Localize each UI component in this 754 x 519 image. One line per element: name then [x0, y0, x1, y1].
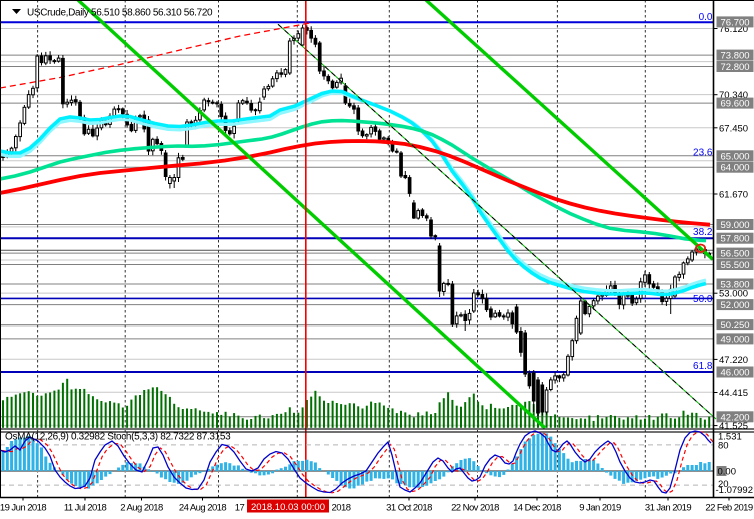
svg-text:41.525: 41.525 [719, 421, 748, 432]
svg-text:2018: 2018 [332, 503, 351, 514]
svg-text:80: 80 [718, 441, 729, 452]
svg-text:72.800: 72.800 [721, 62, 750, 73]
svg-text:2 Aug 2018: 2 Aug 2018 [120, 503, 163, 514]
svg-text:-1.07992: -1.07992 [716, 485, 754, 496]
svg-text:76.700: 76.700 [721, 17, 750, 28]
svg-text:USCrude,Daily 56.510 58.860 5: USCrude,Daily 56.510 58.860 56.310 56.72… [27, 8, 213, 19]
svg-text:59.000: 59.000 [721, 220, 750, 231]
svg-text:22 Feb 2019: 22 Feb 2019 [705, 503, 753, 514]
svg-text:1.531: 1.531 [718, 432, 742, 443]
svg-text:9 Jan 2019: 9 Jan 2019 [579, 503, 621, 514]
svg-text:73.800: 73.800 [721, 51, 750, 62]
svg-text:50.0: 50.0 [693, 294, 713, 305]
svg-text:50.250: 50.250 [721, 320, 750, 331]
svg-text:55.500: 55.500 [721, 260, 750, 271]
svg-text:65.000: 65.000 [721, 151, 750, 162]
svg-text:20: 20 [718, 479, 729, 490]
svg-text:56.500: 56.500 [721, 249, 750, 260]
svg-text:53.000: 53.000 [719, 289, 748, 300]
svg-text:24 Aug 2018: 24 Aug 2018 [179, 503, 227, 514]
svg-text:52.000: 52.000 [721, 300, 750, 311]
svg-text:31 Jan 2019: 31 Jan 2019 [645, 503, 692, 514]
svg-text:42.200: 42.200 [721, 412, 750, 423]
svg-text:76.120: 76.120 [719, 24, 748, 35]
svg-text:38.2: 38.2 [693, 227, 713, 238]
svg-text:46.000: 46.000 [721, 368, 750, 379]
svg-text:11 Jul 2018: 11 Jul 2018 [64, 503, 107, 514]
svg-text:70.340: 70.340 [719, 90, 748, 101]
svg-text:61.8: 61.8 [693, 361, 713, 372]
svg-text:57.800: 57.800 [721, 234, 750, 245]
svg-text:67.450: 67.450 [719, 123, 748, 134]
svg-text:64.000: 64.000 [721, 163, 750, 174]
svg-text:19 Jun 2018: 19 Jun 2018 [0, 503, 46, 514]
svg-text:17: 17 [235, 503, 245, 514]
svg-text:OsMA(12,26,9) 0.32982 Stoch(5: OsMA(12,26,9) 0.32982 Stoch(5,3,3) 82.73… [5, 432, 231, 443]
svg-text:14 Dec 2018: 14 Dec 2018 [513, 503, 561, 514]
svg-text:31 Oct 2018: 31 Oct 2018 [386, 503, 432, 514]
svg-text:61.670: 61.670 [719, 190, 748, 201]
svg-text:53.800: 53.800 [721, 280, 750, 291]
svg-text:47.220: 47.220 [719, 355, 748, 366]
svg-text:49.000: 49.000 [721, 334, 750, 345]
svg-text:69.600: 69.600 [721, 99, 750, 110]
svg-text:0.0: 0.0 [699, 12, 713, 23]
svg-text:0.00: 0.00 [718, 467, 737, 478]
svg-text:23.6: 23.6 [693, 148, 713, 159]
svg-text:2018.10.03 00:00: 2018.10.03 00:00 [251, 502, 325, 513]
svg-text:22 Nov 2018: 22 Nov 2018 [451, 503, 499, 514]
svg-text:44.415: 44.415 [719, 388, 748, 399]
